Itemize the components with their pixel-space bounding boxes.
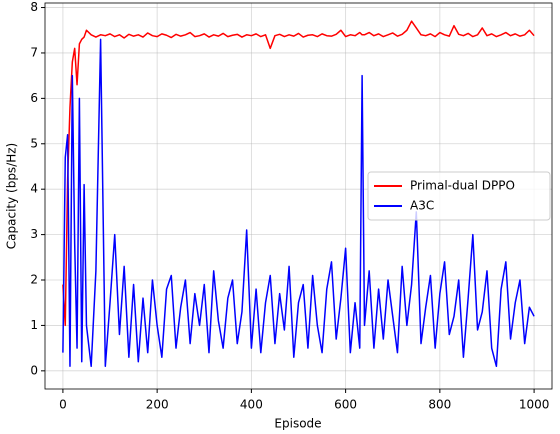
y-tick-label: 7 (30, 45, 38, 59)
y-tick-label: 6 (30, 91, 38, 105)
data-line (62, 20, 535, 327)
x-tick-label: 0 (59, 398, 67, 412)
y-tick-label: 4 (30, 182, 38, 196)
y-tick-label: 1 (30, 318, 38, 332)
x-tick-label: 200 (146, 398, 169, 412)
x-tick-label: 1000 (519, 398, 550, 412)
y-tick-label: 0 (30, 363, 38, 377)
legend-label: A3C (410, 199, 434, 213)
y-axis-label: Capacity (bps/Hz) (5, 143, 19, 249)
plot-frame (44, 2, 553, 390)
x-tick-label: 600 (334, 398, 357, 412)
y-tick-label: 3 (30, 227, 38, 241)
x-tick-label: 800 (428, 398, 451, 412)
legend: Primal-dual DPPO A3C (367, 171, 551, 221)
y-tick-label: 8 (30, 0, 38, 14)
legend-box (367, 171, 551, 221)
y-tick-label: 2 (30, 273, 38, 287)
data-line (62, 38, 535, 368)
y-tick-label: 5 (30, 136, 38, 150)
x-tick-label: 400 (240, 398, 263, 412)
legend-label: Primal-dual DPPO (410, 179, 515, 193)
x-axis-label: Episode (274, 417, 321, 431)
